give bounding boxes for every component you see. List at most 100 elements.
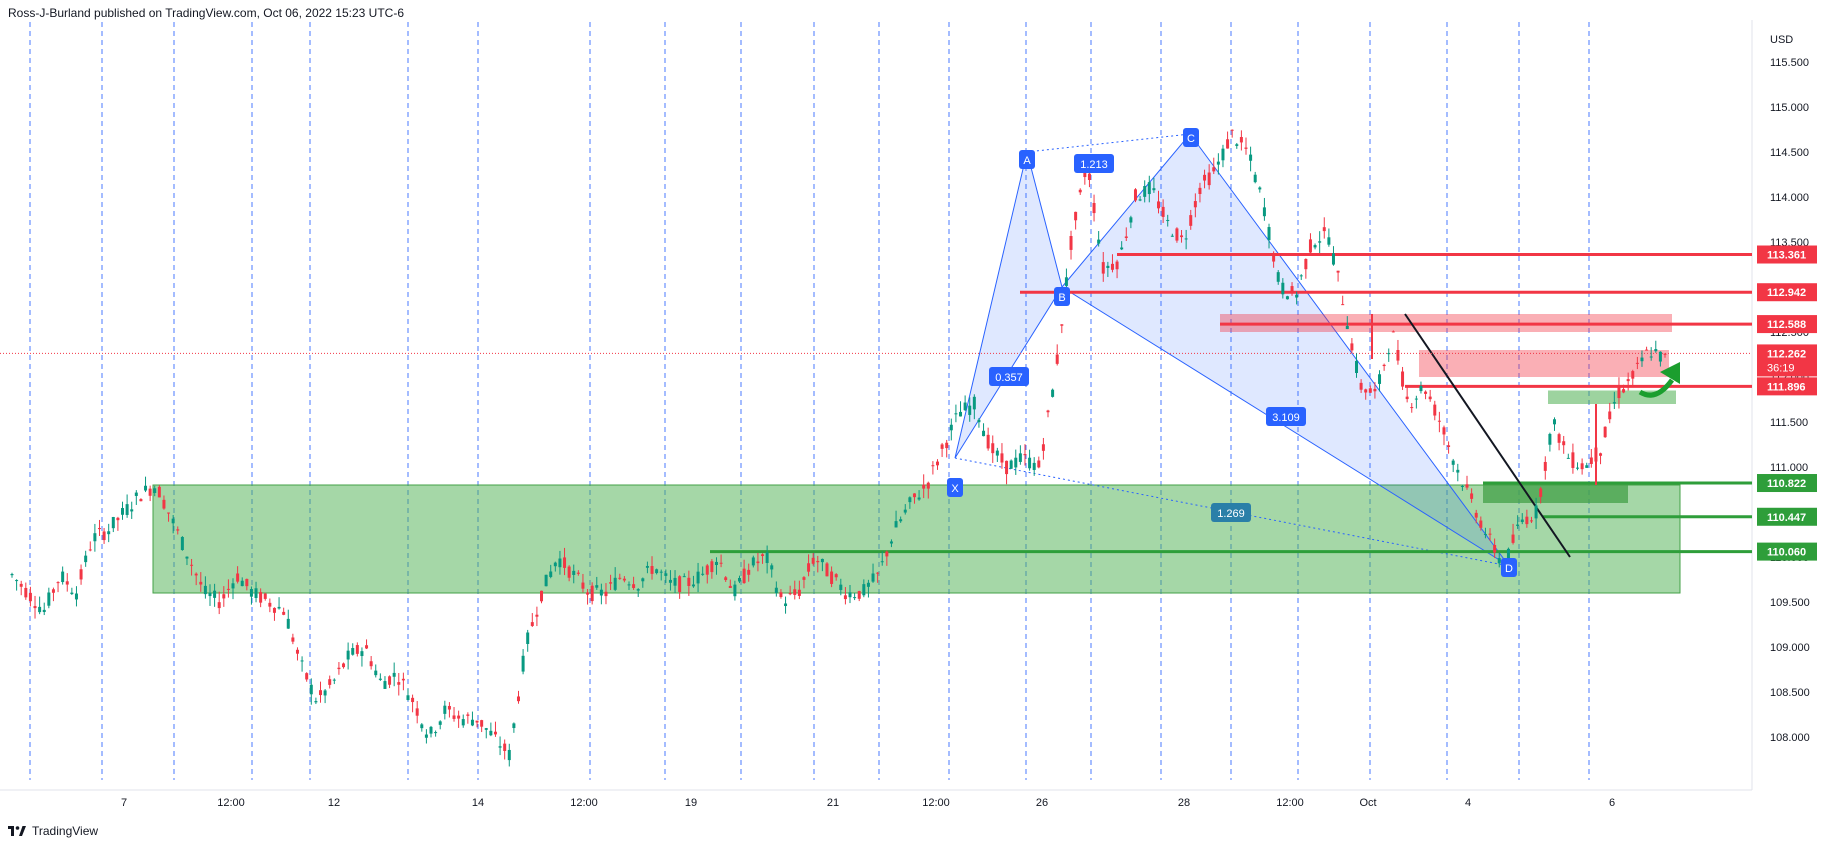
currency-label: USD [1770, 34, 1793, 46]
candle-body [318, 690, 322, 696]
candle-body [558, 558, 562, 568]
x-tick-label: 12:00 [217, 797, 245, 809]
candle-body [751, 557, 755, 566]
candle-body [47, 592, 51, 606]
candle-body [1645, 349, 1649, 351]
candle-body [788, 593, 792, 595]
candle-body [415, 708, 419, 716]
support-zone [152, 484, 1681, 594]
candle-body [1552, 419, 1556, 425]
candle-body [203, 585, 207, 595]
candle-body [1557, 434, 1561, 443]
ratio-label-0: 1.213 [1080, 159, 1108, 171]
candle-body [1244, 147, 1248, 149]
candle-body [1041, 444, 1045, 451]
candle-body [180, 536, 184, 551]
candle-body [162, 499, 166, 509]
candle-body [724, 577, 728, 581]
candle-body [213, 590, 217, 598]
candle-body [1442, 427, 1446, 435]
candle-body [1635, 362, 1639, 364]
candle-body [199, 581, 203, 585]
candle-body [659, 571, 663, 573]
candle-body [1658, 351, 1662, 362]
candle-body [1663, 353, 1667, 355]
candle-body [314, 701, 318, 703]
candle-body [342, 663, 346, 668]
ac-dotted-line [1026, 133, 1191, 153]
candle-body [641, 578, 645, 582]
price-label-box-4 [1757, 474, 1817, 493]
candle-body [590, 585, 594, 602]
candle-body [337, 667, 341, 670]
pattern-point-a: A [1023, 155, 1031, 167]
candle-body [1110, 263, 1114, 270]
candle-body [397, 682, 401, 685]
candle-body [383, 681, 387, 689]
candle-body [1534, 505, 1538, 519]
candle-body [254, 588, 258, 599]
candle-body [673, 577, 677, 586]
candle-body [1456, 469, 1460, 473]
candle-body [820, 558, 824, 563]
candle-body [770, 565, 774, 570]
candle-body [604, 591, 608, 597]
candle-body [452, 715, 456, 719]
candle-body [1272, 254, 1276, 262]
candle-body [1539, 488, 1543, 497]
candle-body [360, 651, 364, 657]
candle-body [291, 637, 295, 642]
candle-body [1571, 452, 1575, 468]
candle-body [1603, 426, 1607, 438]
candle-body [1129, 217, 1133, 223]
candle-body [1451, 460, 1455, 465]
candle-body [1212, 167, 1216, 172]
candle-body [121, 508, 125, 515]
candle-body [493, 731, 497, 735]
candle-body [1460, 485, 1464, 487]
up-arrow-head-icon [1660, 362, 1680, 384]
resistance-zone-lower [1419, 350, 1669, 377]
candle-body [1350, 343, 1354, 351]
ratio-badge-3 [1211, 503, 1251, 522]
candle-body [922, 484, 926, 489]
candle-body [655, 569, 659, 574]
price-chart[interactable]: X A B C D 1.213 0.357 3.109 1.269 USD 115.500 115.0… [0, 0, 1834, 820]
candle-body [420, 724, 424, 729]
candle-body [1276, 272, 1280, 282]
candle-body [1184, 238, 1188, 240]
candle-body [857, 591, 861, 599]
candle-body [599, 589, 603, 596]
candle-body [79, 569, 83, 580]
price-label-box-1 [1757, 283, 1817, 302]
candle-body [710, 561, 714, 573]
candle-body [880, 561, 884, 563]
candle-body [1612, 402, 1616, 404]
y-tick-label: 114.500 [1770, 147, 1809, 159]
candle-body [1479, 520, 1483, 528]
candle-body [42, 609, 46, 613]
candle-body [535, 614, 539, 617]
candle-body [365, 645, 369, 649]
price-label-5: 110.447 [1767, 512, 1806, 524]
candle-body [388, 676, 392, 685]
candle-body [1230, 129, 1234, 131]
price-label-4: 110.822 [1767, 478, 1806, 490]
candle-body [1355, 360, 1359, 374]
ratio-label-3: 1.269 [1217, 508, 1245, 520]
pattern-triangle-bcd [1061, 133, 1510, 567]
candle-body [1622, 389, 1626, 393]
candle-body [411, 697, 415, 703]
candle-body [190, 564, 194, 566]
candle-body [1198, 187, 1202, 195]
candle-body [650, 566, 654, 574]
candle-body [756, 561, 760, 564]
candle-body [1405, 396, 1409, 400]
candle-body [1285, 296, 1289, 300]
candle-body [1516, 524, 1520, 526]
candle-body [1143, 186, 1147, 197]
candle-body [61, 571, 65, 583]
trend-line [1404, 313, 1571, 558]
candle-body [986, 434, 990, 449]
candle-body [567, 566, 571, 578]
